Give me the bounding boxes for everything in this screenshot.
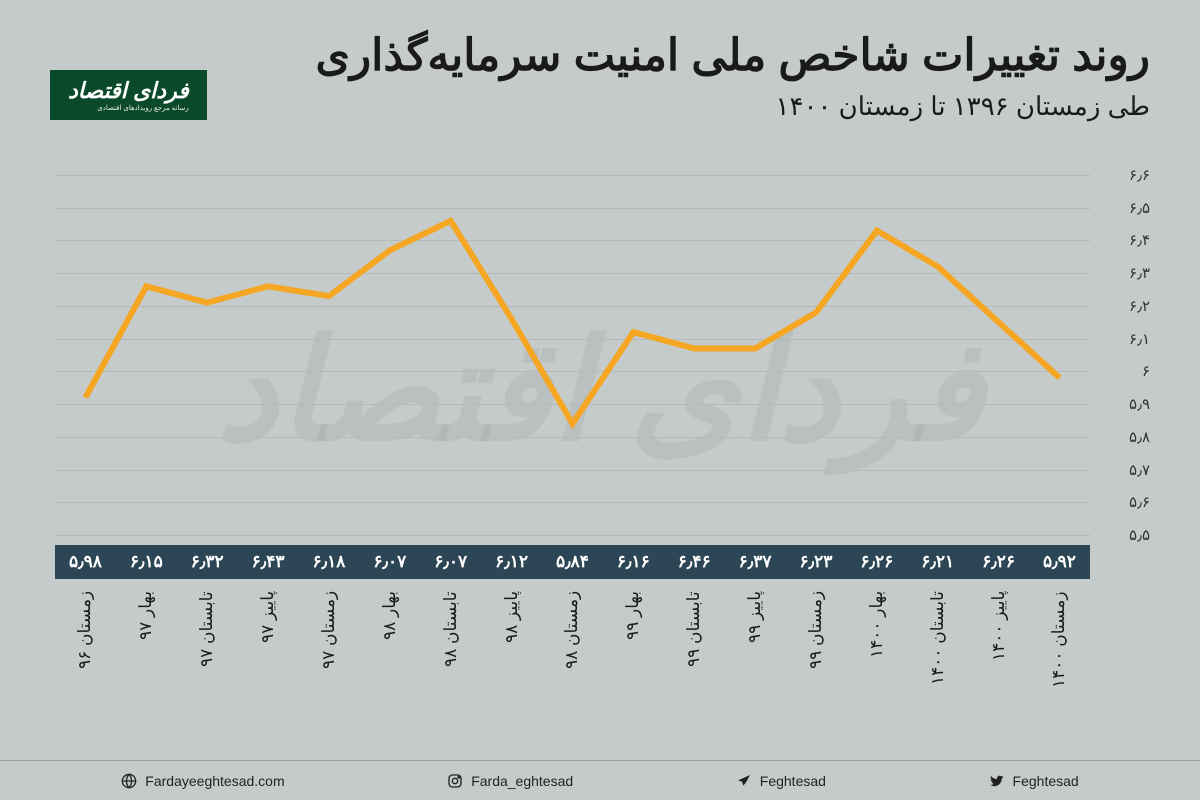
x-label: پاییز ۹۹	[745, 591, 765, 741]
ytick: ۶	[1095, 362, 1150, 380]
footer: Fardayeeghtesad.com Farda_eghtesad Feghtes…	[0, 760, 1200, 800]
value-box: ۶٫۰۷	[420, 545, 481, 579]
x-label: زمستان ۹۹	[806, 591, 826, 741]
value-box: ۵٫۹۲	[1029, 545, 1090, 579]
social-link[interactable]: Fardayeeghtesad.com	[121, 773, 284, 789]
ytick: ۵٫۷	[1095, 461, 1150, 479]
x-cell: ۵٫۹۸ زمستان ۹۶	[55, 545, 116, 741]
social-text: Feghtesad	[1013, 773, 1079, 789]
brand-logo: فردای اقتصاد رسانه مرجع رویدادهای اقتصاد…	[50, 70, 207, 120]
chart-area	[55, 175, 1090, 535]
x-label: زمستان ۱۴۰۰	[1049, 591, 1069, 741]
data-line	[85, 221, 1059, 424]
x-label: زمستان ۹۶	[75, 591, 95, 741]
value-box: ۶٫۳۷	[725, 545, 786, 579]
x-label: پاییز ۹۷	[258, 591, 278, 741]
logo-tagline: رسانه مرجع رویدادهای اقتصادی	[68, 104, 189, 112]
ytick: ۶٫۵	[1095, 199, 1150, 217]
ytick: ۵٫۵	[1095, 526, 1150, 544]
x-label: زمستان ۹۸	[562, 591, 582, 741]
x-cell: ۶٫۲۶ بهار ۱۴۰۰	[846, 545, 907, 741]
value-box: ۵٫۹۸	[55, 545, 116, 579]
value-box: ۶٫۲۳	[786, 545, 847, 579]
x-cell: ۵٫۸۴ زمستان ۹۸	[542, 545, 603, 741]
x-label: تابستان ۱۴۰۰	[928, 591, 948, 741]
x-cell: ۶٫۰۷ بهار ۹۸	[359, 545, 420, 741]
twitter-icon	[989, 773, 1005, 789]
page-title: روند تغییرات شاخص ملی امنیت سرمایه‌گذاری	[50, 30, 1150, 83]
value-box: ۶٫۱۸	[299, 545, 360, 579]
x-cell: ۶٫۳۲ تابستان ۹۷	[177, 545, 238, 741]
social-link[interactable]: Feghtesad	[989, 773, 1079, 789]
ytick: ۶٫۶	[1095, 166, 1150, 184]
social-link[interactable]: Farda_eghtesad	[447, 773, 573, 789]
ytick: ۶٫۱	[1095, 330, 1150, 348]
x-axis: ۵٫۹۸زمستان ۹۶۶٫۱۵بهار ۹۷۶٫۳۲تابستان ۹۷۶٫…	[55, 545, 1090, 741]
value-box: ۶٫۲۶	[968, 545, 1029, 579]
instagram-icon	[447, 773, 463, 789]
value-box: ۶٫۳۲	[177, 545, 238, 579]
telegram-icon	[736, 773, 752, 789]
social-text: Fardayeeghtesad.com	[145, 773, 284, 789]
x-label: تابستان ۹۷	[197, 591, 217, 741]
gridline	[55, 535, 1090, 536]
social-link[interactable]: Feghtesad	[736, 773, 826, 789]
value-box: ۵٫۸۴	[542, 545, 603, 579]
value-box: ۶٫۴۶	[664, 545, 725, 579]
x-cell: ۶٫۱۵ بهار ۹۷	[116, 545, 177, 741]
value-box: ۶٫۱۵	[116, 545, 177, 579]
x-cell: ۵٫۹۲ زمستان ۱۴۰۰	[1029, 545, 1090, 741]
social-text: Farda_eghtesad	[471, 773, 573, 789]
page-subtitle: طی زمستان ۱۳۹۶ تا زمستان ۱۴۰۰	[50, 91, 1150, 122]
ytick: ۶٫۳	[1095, 264, 1150, 282]
x-label: تابستان ۹۸	[441, 591, 461, 741]
x-cell: ۶٫۳۷ پاییز ۹۹	[725, 545, 786, 741]
ytick: ۵٫۹	[1095, 395, 1150, 413]
ytick: ۶٫۴	[1095, 231, 1150, 249]
globe-icon	[121, 773, 137, 789]
x-label: بهار ۹۸	[380, 591, 400, 741]
x-label: بهار ۱۴۰۰	[867, 591, 887, 741]
x-label: پاییز ۹۸	[502, 591, 522, 741]
x-label: زمستان ۹۷	[319, 591, 339, 741]
ytick: ۵٫۸	[1095, 428, 1150, 446]
value-box: ۶٫۱۲	[481, 545, 542, 579]
value-box: ۶٫۲۱	[907, 545, 968, 579]
x-label: بهار ۹۷	[136, 591, 156, 741]
x-cell: ۶٫۰۷ تابستان ۹۸	[420, 545, 481, 741]
x-cell: ۶٫۴۶ تابستان ۹۹	[664, 545, 725, 741]
x-cell: ۶٫۱۶ بهار ۹۹	[603, 545, 664, 741]
value-box: ۶٫۲۶	[846, 545, 907, 579]
social-text: Feghtesad	[760, 773, 826, 789]
x-cell: ۶٫۲۱ تابستان ۱۴۰۰	[907, 545, 968, 741]
value-box: ۶٫۱۶	[603, 545, 664, 579]
ytick: ۵٫۶	[1095, 493, 1150, 511]
value-box: ۶٫۴۳	[238, 545, 299, 579]
x-label: پاییز ۱۴۰۰	[989, 591, 1009, 741]
x-cell: ۶٫۲۶ پاییز ۱۴۰۰	[968, 545, 1029, 741]
x-cell: ۶٫۱۲ پاییز ۹۸	[481, 545, 542, 741]
value-box: ۶٫۰۷	[359, 545, 420, 579]
x-cell: ۶٫۲۳ زمستان ۹۹	[786, 545, 847, 741]
x-cell: ۶٫۱۸ زمستان ۹۷	[299, 545, 360, 741]
x-cell: ۶٫۴۳ پاییز ۹۷	[238, 545, 299, 741]
line-chart-svg	[55, 175, 1090, 535]
x-label: بهار ۹۹	[623, 591, 643, 741]
x-label: تابستان ۹۹	[684, 591, 704, 741]
ytick: ۶٫۲	[1095, 297, 1150, 315]
logo-text: فردای اقتصاد	[68, 78, 189, 103]
y-axis-ticks: ۵٫۵۵٫۶۵٫۷۵٫۸۵٫۹۶۶٫۱۶٫۲۶٫۳۶٫۴۶٫۵۶٫۶	[1095, 175, 1150, 535]
